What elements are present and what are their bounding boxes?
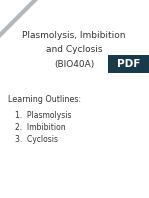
FancyBboxPatch shape bbox=[108, 55, 149, 73]
Text: 2.  Imbibition: 2. Imbibition bbox=[15, 123, 66, 131]
Polygon shape bbox=[0, 0, 32, 32]
Text: Learning Outlines:: Learning Outlines: bbox=[8, 95, 81, 105]
Text: 3.  Cyclosis: 3. Cyclosis bbox=[15, 134, 58, 144]
Text: and Cyclosis: and Cyclosis bbox=[46, 46, 102, 54]
Text: Plasmolysis, Imbibition: Plasmolysis, Imbibition bbox=[22, 30, 126, 39]
Polygon shape bbox=[0, 0, 38, 38]
Text: PDF: PDF bbox=[117, 59, 140, 69]
Text: 1.  Plasmolysis: 1. Plasmolysis bbox=[15, 110, 72, 120]
Text: (BIO40A): (BIO40A) bbox=[54, 61, 94, 69]
